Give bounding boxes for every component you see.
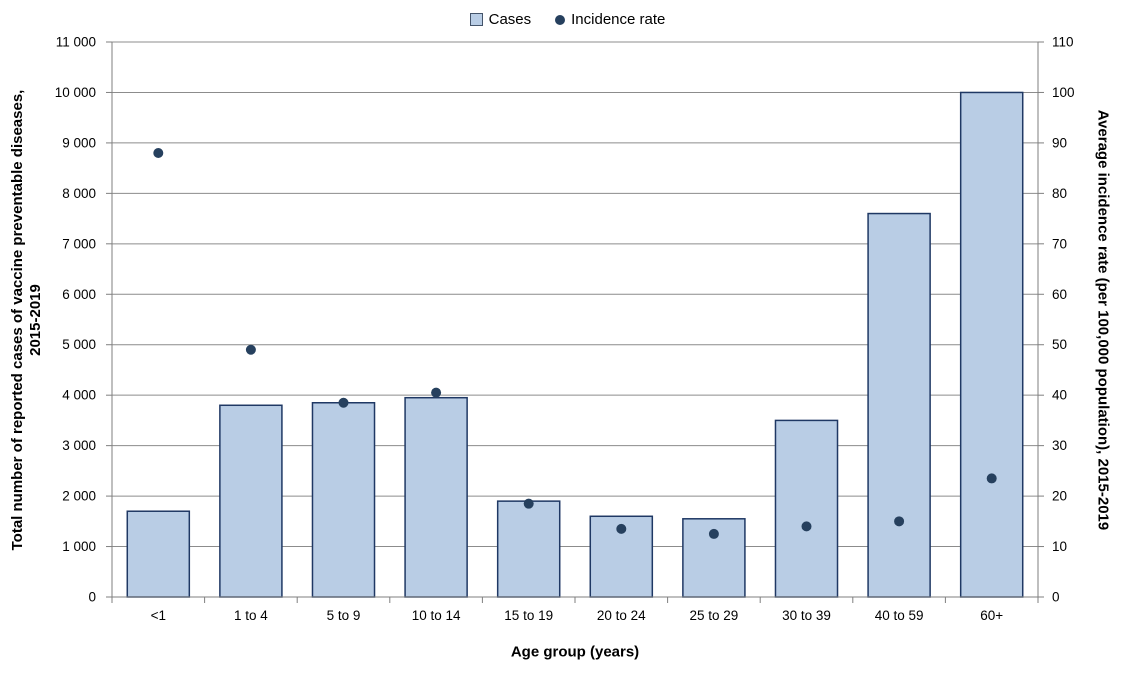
right-axis-tick-label: 20 (1052, 489, 1067, 504)
x-axis-category-label: <1 (151, 608, 166, 623)
bar-30 to 39 (774, 419, 839, 598)
x-axis-category-label: 15 to 19 (504, 608, 553, 623)
bar-<1 (126, 510, 191, 598)
right-axis-tick-label: 40 (1052, 388, 1067, 403)
right-axis-tick-label: 10 (1052, 539, 1067, 554)
legend-item-incidence-rate: Incidence rate (555, 11, 665, 28)
bar-1 to 4 (219, 404, 283, 598)
x-axis-category-label: 40 to 59 (875, 608, 924, 623)
left-axis-tick-label: 1 000 (62, 539, 96, 554)
right-axis-tick-label: 60 (1052, 287, 1067, 302)
right-axis-tick-label: 80 (1052, 186, 1067, 201)
bar-60+ (959, 91, 1024, 598)
legend-item-cases: Cases (469, 11, 532, 28)
incidence-dot-40 to 59 (894, 516, 905, 527)
x-axis-category-label: 25 to 29 (690, 608, 739, 623)
right-axis-tick-label: 70 (1052, 236, 1067, 251)
cases-legend-swatch-icon (469, 13, 483, 26)
right-axis-tick-label: 30 (1052, 438, 1067, 453)
x-axis-category-label: 60+ (980, 608, 1003, 623)
left-axis-tick-label: 3 000 (62, 438, 96, 453)
left-axis-tick-label: 11 000 (56, 35, 96, 50)
incidence-dot-5 to 9 (338, 397, 349, 408)
incidence-dot-<1 (153, 148, 164, 158)
x-axis-category-label: 1 to 4 (234, 608, 268, 623)
right-axis-tick-label: 110 (1052, 35, 1074, 50)
x-axis-category-label: 20 to 24 (597, 608, 646, 623)
incidence-rate-legend-label: Incidence rate (571, 11, 666, 28)
incidence-dot-1 to 4 (245, 344, 256, 355)
right-axis-tick-label: 50 (1052, 337, 1067, 352)
left-axis-tick-label: 0 (88, 590, 96, 605)
incidence-dot-20 to 24 (616, 523, 627, 534)
x-axis-category-label: 5 to 9 (327, 608, 361, 623)
incidence-dot-10 to 14 (431, 387, 442, 398)
bar-10 to 14 (404, 396, 468, 598)
incidence-dot-30 to 39 (801, 521, 812, 532)
right-axis-tick-label: 90 (1052, 135, 1067, 150)
left-axis-tick-label: 4 000 (62, 388, 96, 403)
left-axis-tick-label: 10 000 (55, 85, 96, 100)
bar-5 to 9 (311, 402, 376, 598)
left-axis-tick-label: 9 000 (62, 135, 96, 150)
incidence-dot-25 to 29 (708, 528, 719, 539)
x-axis-title: Age group (years) (510, 643, 640, 661)
left-axis-tick-label: 8 000 (62, 186, 96, 201)
x-axis-category-label: 10 to 14 (412, 608, 461, 623)
x-axis-category-label: 30 to 39 (782, 608, 831, 623)
left-axis-tick-label: 5 000 (62, 337, 96, 352)
incidence-dot-60+ (986, 473, 997, 484)
bar-15 to 19 (496, 500, 561, 598)
right-axis-tick-label: 100 (1052, 85, 1075, 100)
incidence-dot-15 to 19 (523, 498, 534, 509)
left-axis-tick-label: 6 000 (62, 287, 96, 302)
legend: Cases Incidence rate (0, 11, 1135, 28)
left-axis-tick-label: 7 000 (62, 236, 96, 251)
left-axis-tick-label: 2 000 (62, 489, 96, 504)
right-axis-tick-label: 0 (1052, 590, 1060, 605)
incidence-rate-legend-marker-icon (555, 14, 566, 25)
cases-legend-label: Cases (488, 11, 532, 28)
bar-40 to 59 (867, 212, 931, 598)
